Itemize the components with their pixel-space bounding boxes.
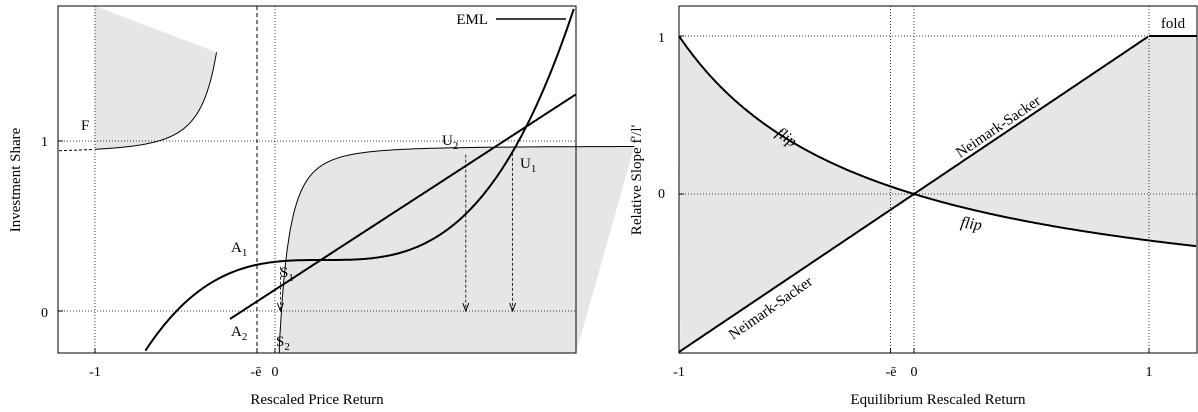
label-U2: U2 bbox=[442, 133, 458, 152]
left-arrow-s1-head bbox=[276, 302, 284, 313]
right-xtick-ebar: -ē bbox=[886, 365, 897, 380]
right-shade-right-region bbox=[914, 36, 1196, 247]
left-plot-frame bbox=[57, 5, 577, 354]
label-A2: A2 bbox=[231, 324, 247, 343]
left-chart: 1 0 -1 -ē 0 Rescaled Price Return Invest… bbox=[8, 5, 635, 408]
left-upper-branch-dashed bbox=[58, 148, 94, 152]
label-U1: U1 bbox=[520, 156, 536, 175]
right-xtick-1: 1 bbox=[1146, 365, 1153, 380]
right-ytick-0: 0 bbox=[658, 187, 665, 202]
right-xtick-neg1: -1 bbox=[673, 365, 685, 380]
right-grid bbox=[679, 6, 1197, 353]
left-shade-lower-region bbox=[279, 146, 635, 353]
label-S2: S2 bbox=[276, 334, 290, 353]
left-x-axis-label: Rescaled Price Return bbox=[250, 392, 384, 408]
label-F: F bbox=[81, 118, 89, 134]
left-legend-label: EML bbox=[456, 12, 488, 28]
right-xtick-0: 0 bbox=[911, 365, 918, 380]
label-fold: fold bbox=[1161, 16, 1186, 32]
left-ytick-0: 0 bbox=[41, 306, 48, 321]
left-curves bbox=[58, 8, 635, 353]
right-flip-curve bbox=[678, 35, 1197, 248]
left-grid bbox=[58, 6, 576, 353]
right-chart: 1 0 -1 -ē 0 1 Equilibrium Rescaled Retur… bbox=[629, 5, 1198, 408]
left-xtick-ebar: -ē bbox=[251, 365, 262, 380]
right-ytick-1: 1 bbox=[658, 31, 665, 46]
right-ticks bbox=[678, 35, 1150, 353]
left-ticks bbox=[58, 140, 276, 353]
label-S1: S1 bbox=[280, 265, 294, 284]
right-x-axis-label: Equilibrium Rescaled Return bbox=[851, 392, 1026, 408]
left-xtick-0: 0 bbox=[272, 365, 279, 380]
right-y-axis-label: Relative Slope f'/l' bbox=[629, 125, 645, 236]
left-arrow-u1-head bbox=[509, 302, 517, 313]
left-s-curve bbox=[144, 8, 575, 352]
right-neimark-sacker-line bbox=[678, 35, 1149, 353]
left-shade-upper-region bbox=[95, 6, 217, 150]
left-lower-branch-curve bbox=[278, 146, 635, 353]
left-eml-line bbox=[229, 93, 577, 320]
left-arrow-u2-head bbox=[462, 302, 470, 313]
right-curves bbox=[678, 35, 1197, 353]
left-ytick-1: 1 bbox=[41, 135, 48, 150]
label-flip-lower: flip bbox=[959, 214, 983, 234]
left-arrows bbox=[276, 152, 517, 313]
label-A1: A1 bbox=[231, 240, 247, 259]
left-xtick-neg1: -1 bbox=[89, 365, 101, 380]
left-shaded-regions bbox=[95, 6, 635, 353]
left-upper-branch-curve bbox=[94, 52, 217, 150]
left-y-axis-label: Investment Share bbox=[8, 127, 24, 232]
right-plot-frame bbox=[678, 5, 1198, 354]
